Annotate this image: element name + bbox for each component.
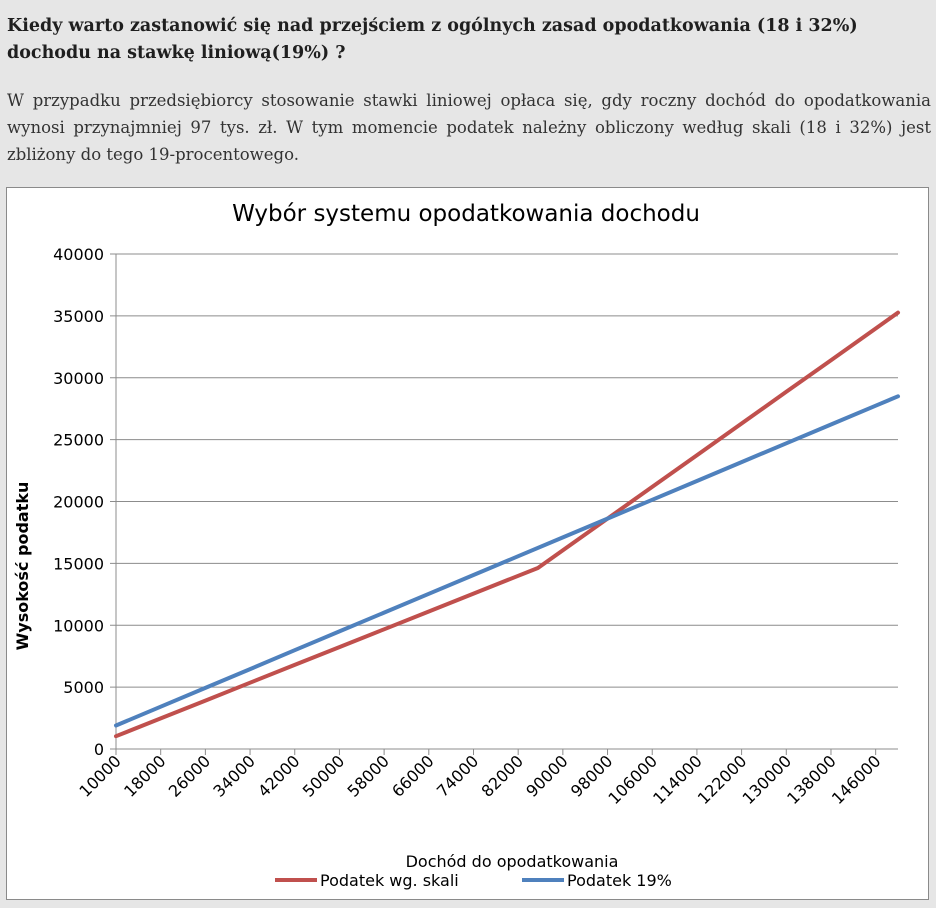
x-tick-label: 146000 [828, 751, 885, 808]
series-line-skala [114, 310, 900, 739]
x-axis-label: Dochód do opodatkowania [406, 852, 619, 871]
x-tick-label: 130000 [738, 751, 795, 808]
y-tick-label: 30000 [53, 369, 104, 388]
series-line-19 [114, 394, 900, 728]
x-tick-label: 74000 [433, 751, 482, 800]
y-tick-label: 35000 [53, 307, 104, 326]
y-tick-label: 10000 [53, 616, 104, 635]
x-tick-labels: 1000018000260003400042000500005800066000… [75, 751, 884, 808]
y-tick-labels: 0 5000 10000 15000 20000 25000 30000 35000 40000 [53, 245, 104, 759]
chart-frame: 0 5000 10000 15000 20000 25000 30000 35000 40000… [6, 187, 929, 900]
y-tick-label: 20000 [53, 493, 104, 512]
tax-comparison-chart: 0 5000 10000 15000 20000 25000 30000 35000 40000… [13, 201, 900, 890]
y-tick-label: 40000 [53, 245, 104, 264]
x-tick-label: 58000 [344, 751, 393, 800]
x-tick-label: 50000 [299, 751, 348, 800]
x-tick-label: 82000 [478, 751, 527, 800]
x-tick-label: 138000 [783, 751, 840, 808]
chart-title: Wybór systemu opodatkowania dochodu [232, 201, 700, 227]
x-tick-label: 42000 [254, 751, 303, 800]
x-tick-label: 114000 [649, 751, 706, 808]
x-tick-label: 66000 [388, 751, 437, 800]
x-tick-label: 122000 [694, 751, 751, 808]
x-tick-label: 90000 [522, 751, 571, 800]
x-tick-label: 34000 [209, 751, 258, 800]
article-heading: Kiedy warto zastanowić się nad przejście… [7, 16, 858, 63]
article-paragraph: W przypadku przedsiębiorcy stosowanie st… [7, 91, 931, 164]
y-tick-label: 5000 [63, 678, 104, 697]
legend-label: Podatek wg. skali [320, 871, 459, 890]
x-tick-label: 18000 [120, 751, 169, 800]
y-tick-label: 15000 [53, 554, 104, 573]
series-lines [114, 310, 900, 739]
axes [110, 253, 898, 755]
x-tick-label: 106000 [604, 751, 661, 808]
grid-lines [116, 253, 898, 688]
x-tick-label: 26000 [165, 751, 214, 800]
legend: Podatek wg. skali Podatek 19% [275, 871, 672, 890]
y-tick-label: 25000 [53, 431, 104, 450]
y-tick-label: 0 [94, 740, 104, 759]
y-axis-label: Wysokość podatku [13, 482, 32, 651]
legend-label: Podatek 19% [567, 871, 672, 890]
